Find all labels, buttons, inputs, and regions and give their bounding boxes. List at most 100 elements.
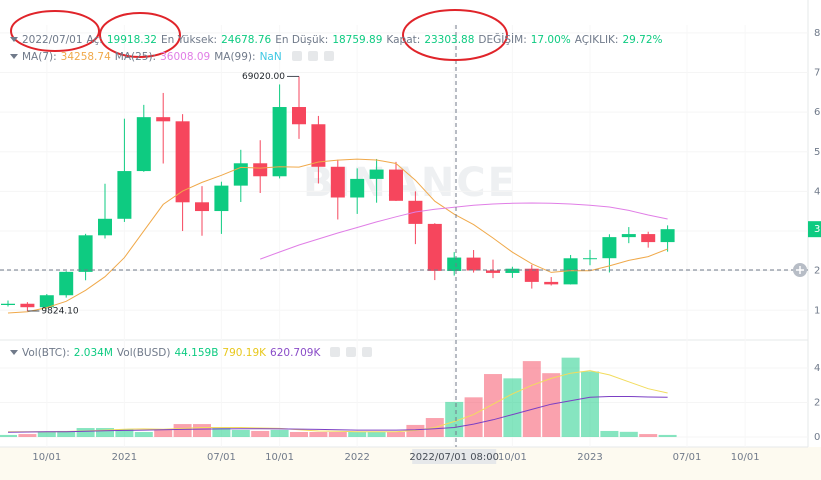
candle-body — [233, 163, 248, 186]
close-icon[interactable] — [362, 347, 373, 357]
candle-body — [486, 270, 500, 273]
vol-value: 44.159B — [174, 347, 219, 359]
candle-body — [292, 107, 306, 125]
x-tick-label: 2023 — [577, 452, 602, 463]
candle-body — [524, 268, 539, 282]
ma-label: MA(25): — [114, 51, 157, 63]
volume-bar — [503, 378, 522, 437]
volume-bar — [619, 431, 638, 437]
volume-ma-line — [7, 396, 668, 433]
y-tick-label: 2 — [814, 398, 820, 409]
volume-bar — [37, 431, 56, 437]
volume-bar — [231, 429, 250, 437]
candle-body — [272, 107, 287, 177]
candle-body — [20, 303, 35, 308]
candle-body — [660, 229, 675, 243]
field-value: 24678.76 — [221, 34, 272, 46]
field-label: Kapat: — [386, 34, 421, 46]
settings-icon[interactable] — [346, 347, 357, 357]
y-tick-label: 0 — [814, 432, 820, 443]
volume-fields: Vol(BTC): 2.034M Vol(BUSD) 44.159B 790.19K 62… — [22, 347, 324, 359]
eye-icon[interactable] — [330, 347, 341, 357]
volume-bar — [387, 431, 405, 437]
ma-fields: MA(7): 34258.74 MA(25): 36008.09 MA(99): NaN — [22, 51, 286, 63]
candle-body — [389, 169, 403, 201]
volume-bar — [367, 431, 386, 437]
volume-bar — [639, 434, 658, 437]
volume-bar — [173, 424, 192, 437]
field-value: 18759.89 — [332, 34, 383, 46]
ma-line — [260, 202, 668, 260]
ma-value: 34258.74 — [60, 51, 111, 63]
y-tick-label: 70000 — [814, 68, 821, 79]
volume-bar — [134, 431, 153, 437]
field-label: En Yüksek: — [160, 34, 218, 46]
volume-bar — [406, 424, 425, 437]
volume-bar — [212, 428, 231, 437]
candle-body — [117, 171, 132, 219]
volume-bar — [18, 434, 37, 437]
candle-body — [447, 257, 462, 271]
candle-body — [505, 268, 520, 273]
volume-bar — [193, 424, 211, 437]
candle-body — [214, 185, 229, 212]
close-icon[interactable] — [323, 51, 334, 61]
field-label: AÇIKLIK: — [574, 34, 619, 46]
volume-bar — [464, 397, 483, 437]
volume-bar — [251, 430, 270, 437]
collapse-icon[interactable] — [10, 37, 18, 42]
volume-bar — [57, 430, 76, 437]
vol-label: Vol(BUSD) — [116, 347, 171, 359]
candle-body — [602, 237, 617, 259]
volume-bar — [76, 428, 95, 437]
y-tick-label: 4 — [814, 363, 820, 374]
candle-body — [641, 234, 656, 243]
ma-label: MA(7): — [22, 51, 57, 63]
x-tick-label: 10/01 — [265, 452, 294, 463]
candle-body — [621, 234, 636, 238]
annotation-circle — [10, 10, 100, 52]
add-icon — [796, 266, 804, 274]
volume-bar — [309, 431, 328, 437]
y-tick-label: 60000 — [814, 107, 821, 118]
x-tick-label: 2021 — [112, 452, 137, 463]
volume-bar — [581, 371, 599, 437]
candle-body — [156, 117, 171, 122]
candle-body — [98, 218, 112, 236]
last-price-label: 30470 — [814, 224, 821, 235]
candle-body — [369, 169, 384, 179]
eye-icon[interactable] — [291, 51, 302, 61]
candle-body — [563, 258, 578, 285]
ohlc-header: 2022/07/01 Aç: 19918.32 En Yüksek: 24678.76 E… — [8, 33, 671, 47]
volume-bar — [542, 373, 561, 437]
volume-bar — [154, 429, 173, 437]
volume-bar — [484, 374, 502, 437]
y-tick-label: 40000 — [814, 186, 821, 197]
candle-body — [253, 163, 268, 177]
x-tick-label: 07/01 — [673, 452, 702, 463]
ma-value: NaN — [259, 51, 282, 63]
candle-body — [39, 295, 54, 308]
ma-value: 36008.09 — [160, 51, 211, 63]
y-tick-label: 50000 — [814, 147, 821, 158]
candle-body — [311, 124, 326, 167]
settings-icon[interactable] — [307, 51, 318, 61]
collapse-icon[interactable] — [10, 54, 18, 59]
y-tick-label: 20000 — [814, 266, 821, 277]
crosshair-label-bg — [412, 449, 497, 464]
volume-bar — [270, 429, 289, 437]
candle-body — [59, 271, 74, 296]
field-label: Aç: — [86, 34, 103, 46]
candle-body — [350, 178, 365, 198]
collapse-icon[interactable] — [10, 350, 18, 355]
candle-body — [78, 235, 93, 272]
y-tick-label: 80000 — [814, 28, 821, 39]
volume-bar — [115, 429, 134, 437]
field-value: 29.72% — [622, 34, 663, 46]
annotation-circle — [99, 12, 181, 58]
vol-value: 790.19K — [222, 347, 267, 359]
volume-bar — [561, 357, 580, 437]
ma-line — [7, 158, 668, 314]
